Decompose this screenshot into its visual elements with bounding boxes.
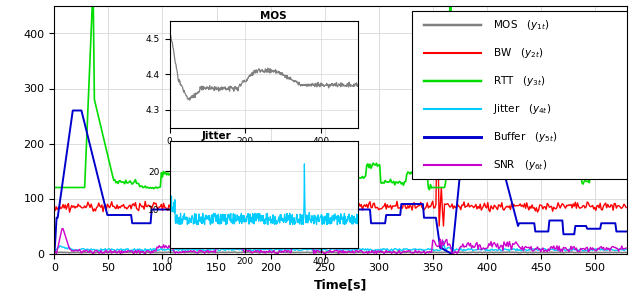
Text: RTT   $(y_{3t})$: RTT $(y_{3t})$ (493, 74, 545, 88)
Title: MOS: MOS (260, 11, 287, 21)
Text: BW   $(y_{2t})$: BW $(y_{2t})$ (493, 46, 543, 60)
Bar (412, 11, 627, 179)
Text: Buffer   $(y_{5t})$: Buffer $(y_{5t})$ (493, 130, 557, 144)
Text: SNR   $(y_{6t})$: SNR $(y_{6t})$ (493, 158, 547, 172)
Text: MOS   $(y_{1t})$: MOS $(y_{1t})$ (493, 18, 549, 32)
Title: Jitter: Jitter (202, 131, 232, 141)
Text: Jitter   $(y_{4t})$: Jitter $(y_{4t})$ (493, 102, 551, 116)
X-axis label: Time[s]: Time[s] (314, 279, 367, 292)
